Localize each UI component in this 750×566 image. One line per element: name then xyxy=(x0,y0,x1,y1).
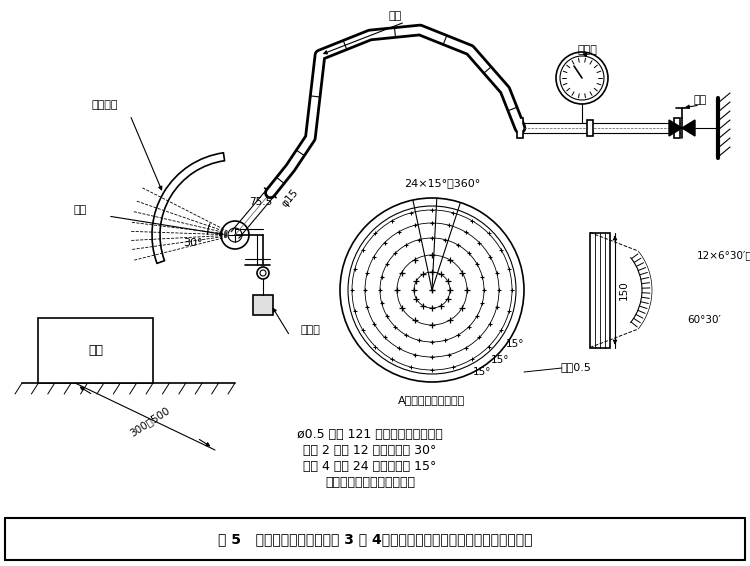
Bar xyxy=(517,118,523,138)
Text: 活动挡板: 活动挡板 xyxy=(92,100,118,110)
Text: 孔径0.5: 孔径0.5 xyxy=(560,362,592,372)
Text: 24×15°＝360°: 24×15°＝360° xyxy=(404,178,480,188)
Text: 300～500: 300～500 xyxy=(128,405,172,438)
Text: 15°: 15° xyxy=(472,367,491,377)
Text: A向视图（移去挡板）: A向视图（移去挡板） xyxy=(398,395,466,405)
Text: 里面 2 圈共 12 个孔，间距 30°: 里面 2 圈共 12 个孔，间距 30° xyxy=(303,444,436,457)
Bar xyxy=(590,233,610,348)
Text: ø0.5 的孔 121 个，其中一个在中央: ø0.5 的孔 121 个，其中一个在中央 xyxy=(297,428,442,441)
Bar xyxy=(38,318,153,383)
Text: φ15: φ15 xyxy=(280,187,301,209)
Text: 75.5: 75.5 xyxy=(249,197,272,207)
Text: 阀门: 阀门 xyxy=(693,95,706,105)
Text: 蛇管: 蛇管 xyxy=(388,11,402,21)
Text: 压力表: 压力表 xyxy=(577,45,597,55)
Text: 15°: 15° xyxy=(490,355,509,365)
Text: 15°: 15° xyxy=(506,339,524,349)
Text: 12×6°30′＝78°: 12×6°30′＝78° xyxy=(697,250,750,260)
Bar xyxy=(253,295,273,315)
Bar xyxy=(674,118,680,138)
Bar xyxy=(587,120,593,136)
Text: 60°30′: 60°30′ xyxy=(687,315,721,325)
Text: 活动挡板：铝，喷头：黄铜: 活动挡板：铝，喷头：黄铜 xyxy=(325,477,415,490)
Polygon shape xyxy=(682,120,695,136)
Text: 外面 4 圈共 24 个孔，间距 15°: 外面 4 圈共 24 个孔，间距 15° xyxy=(303,461,436,474)
Text: 图 5   检验第二位特征数字为 3 和 4，防淋水和溅水手持式试验装置（喷头）: 图 5 检验第二位特征数字为 3 和 4，防淋水和溅水手持式试验装置（喷头） xyxy=(217,532,532,546)
Text: 150: 150 xyxy=(619,280,629,300)
Text: 平衡锤: 平衡锤 xyxy=(300,325,320,335)
Polygon shape xyxy=(669,120,682,136)
Text: 试样: 试样 xyxy=(88,344,104,357)
Text: 30°: 30° xyxy=(183,238,203,248)
Text: 喷头: 喷头 xyxy=(74,205,86,215)
